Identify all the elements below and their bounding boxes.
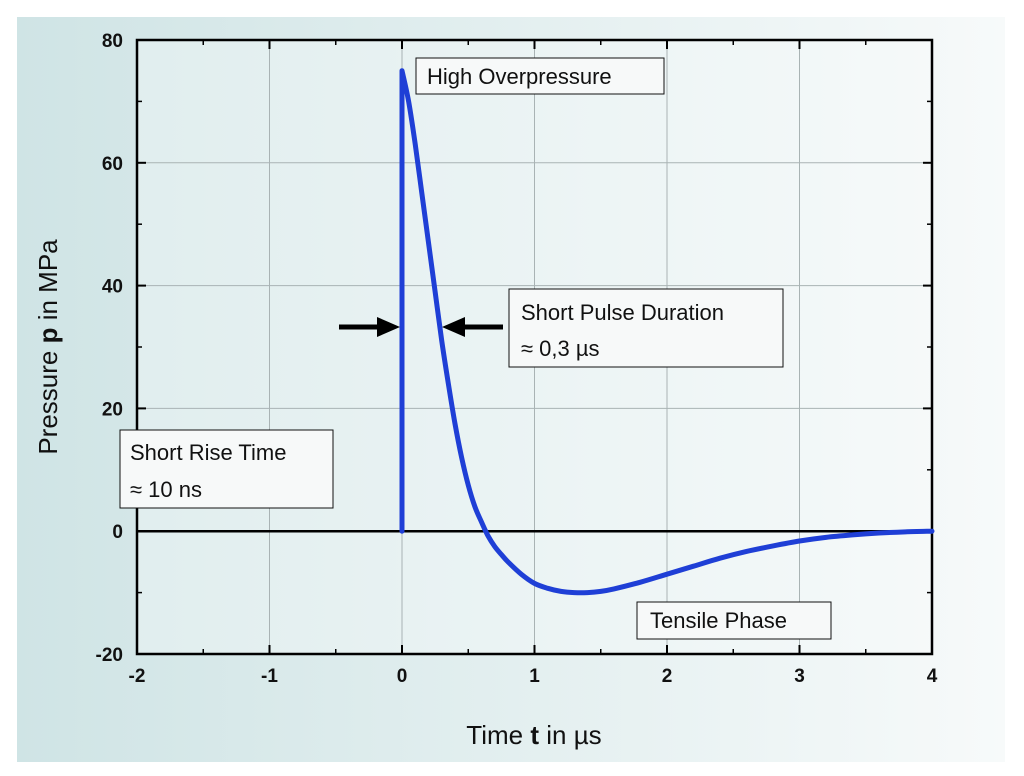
series-layer [399, 68, 935, 596]
tensile-phase-annotation: Tensile Phase [636, 601, 832, 640]
axis-layer: -2 -1 0 1 2 3 4 -20 0 20 40 60 80 [96, 31, 938, 687]
x-tick-label: 2 [662, 666, 673, 687]
chart-frame: -2 -1 0 1 2 3 4 -20 0 20 40 60 80 High Overpressure … [17, 17, 1005, 762]
y-tick-label: 0 [112, 522, 123, 543]
right-arrow-head [442, 317, 465, 337]
x-tick-label: 4 [927, 666, 938, 687]
y-tick-label: -20 [96, 645, 123, 666]
x-tick-label: -1 [261, 666, 278, 687]
pulse-duration-value: ≈ 0,3 µs [521, 336, 600, 361]
y-tick-label: 80 [102, 31, 123, 52]
rise-time-value: ≈ 10 ns [130, 477, 202, 502]
pulse-duration-annotation: Short Pulse Duration ≈ 0,3 µs [508, 288, 784, 368]
pulse-width-arrows [339, 317, 503, 337]
pressure-pulse-line [399, 68, 935, 596]
y-tick-label: 60 [102, 154, 123, 175]
annotation-box [119, 429, 334, 509]
rise-time-title: Short Rise Time [130, 440, 287, 465]
y-tick-label: 40 [102, 277, 123, 298]
x-tick-label: -2 [129, 666, 146, 687]
pulse-duration-title: Short Pulse Duration [521, 300, 724, 325]
annotation-box [508, 288, 784, 368]
tensile-phase-label: Tensile Phase [650, 608, 787, 633]
x-axis-title: Time t in µs [466, 720, 601, 750]
x-tick-label: 1 [529, 666, 540, 687]
y-axis-title: Pressure p in MPa [33, 239, 63, 455]
x-tick-label: 3 [794, 666, 805, 687]
high-overpressure-label: High Overpressure [427, 64, 612, 89]
high-overpressure-annotation: High Overpressure [415, 57, 665, 95]
annotation-box [415, 57, 665, 95]
y-tick-label: 20 [102, 399, 123, 420]
rise-time-annotation: Short Rise Time ≈ 10 ns [119, 429, 334, 509]
x-tick-label: 0 [397, 666, 408, 687]
left-arrow-head [377, 317, 400, 337]
chart-background [17, 17, 1005, 762]
annotation-box [636, 601, 832, 640]
